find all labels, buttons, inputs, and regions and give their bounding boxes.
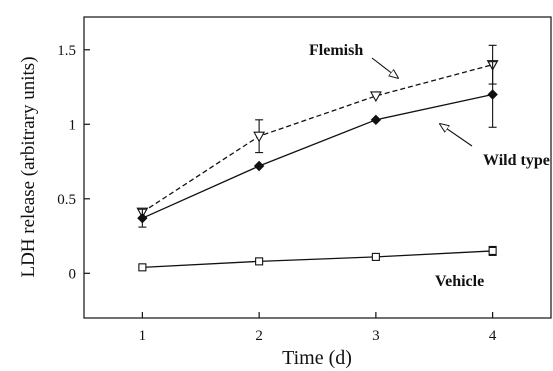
y-axis-ticks: 0 0.5 1 1.5 [57,43,90,282]
x-axis-label: Time (d) [282,347,352,369]
x-tick-label-1: 1 [139,328,147,344]
series-wild-type [137,61,498,228]
point-wild-type-4 [487,89,498,100]
series-line-wild-type [142,93,493,219]
series-line-vehicle [142,250,493,268]
y-tick-label-2: 0.5 [57,192,76,208]
annotation-vehicle: Vehicle [435,273,484,290]
x-tick-label-3: 3 [372,328,380,344]
y-tick-label-1: 0 [69,266,77,282]
plot-frame [83,16,552,319]
x-tick-label-4: 4 [489,328,497,344]
series-layer [136,44,499,272]
point-vehicle-4 [488,246,497,255]
annotation-flemish: Flemish [309,42,363,59]
point-vehicle-1 [138,263,147,272]
point-vehicle-2 [255,257,264,266]
series-flemish [136,44,499,219]
series-vehicle [138,245,497,272]
point-flemish-3 [369,91,382,103]
point-flemish-2 [253,131,266,143]
point-wild-type-3 [370,114,382,126]
point-vehicle-3 [371,252,380,261]
point-wild-type-1 [137,212,148,224]
annotation-arrow-flemish [371,57,398,78]
y-tick-label-3: 1 [69,117,77,133]
x-tick-label-2: 2 [255,328,263,344]
point-wild-type-2 [253,160,265,172]
y-tick-label-4: 1.5 [57,43,76,59]
series-line-flemish [142,64,493,213]
annotation-layer: Flemish Wild type Vehicle [309,42,550,290]
x-axis-ticks: 1 2 3 4 [139,312,497,344]
annotation-wild-type: Wild type [483,152,550,169]
y-axis-label: LDH release (arbitrary units) [18,56,39,277]
annotation-arrow-wild-type [440,124,473,147]
